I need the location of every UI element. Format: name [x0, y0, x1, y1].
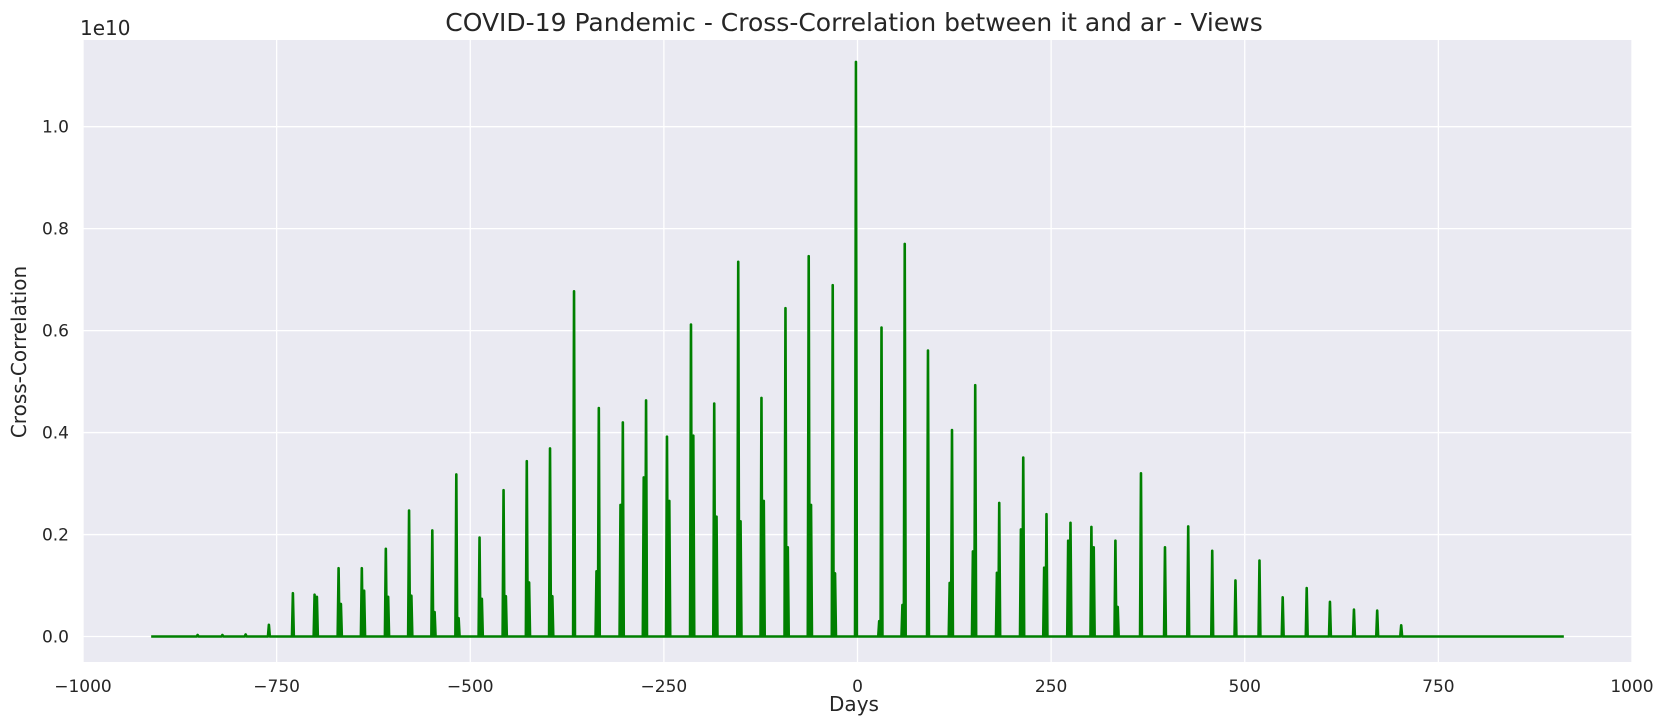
series-group — [151, 60, 1564, 638]
x-tick-label: 1000 — [1610, 677, 1653, 697]
x-tick-label: −250 — [641, 677, 688, 697]
x-tick-label: −1000 — [54, 677, 112, 697]
y-axis-ticks: 0.0 0.2 0.4 0.6 0.8 1.0 — [42, 118, 69, 648]
y-tick-label: 0.2 — [42, 526, 69, 546]
y-tick-label: 0.6 — [42, 322, 69, 342]
x-tick-label: −750 — [253, 677, 300, 697]
y-tick-label: 0.8 — [42, 220, 69, 240]
y-tick-label: 1.0 — [42, 118, 69, 138]
x-tick-label: 0 — [852, 677, 863, 697]
x-axis-label: Days — [829, 692, 879, 716]
y-axis-offset-label: 1e10 — [80, 16, 130, 40]
x-axis-ticks: −1000 −750 −500 −250 0 250 500 750 1000 — [54, 677, 1653, 697]
chart-title: COVID-19 Pandemic - Cross-Correlation be… — [445, 8, 1262, 37]
y-tick-label: 0.0 — [42, 628, 69, 648]
x-tick-label: 500 — [1229, 677, 1261, 697]
series-line — [151, 60, 1564, 638]
y-tick-label: 0.4 — [42, 424, 69, 444]
x-tick-label: 250 — [1035, 677, 1067, 697]
y-axis-label: Cross-Correlation — [7, 266, 31, 438]
x-tick-label: 750 — [1422, 677, 1454, 697]
x-tick-label: −500 — [447, 677, 494, 697]
